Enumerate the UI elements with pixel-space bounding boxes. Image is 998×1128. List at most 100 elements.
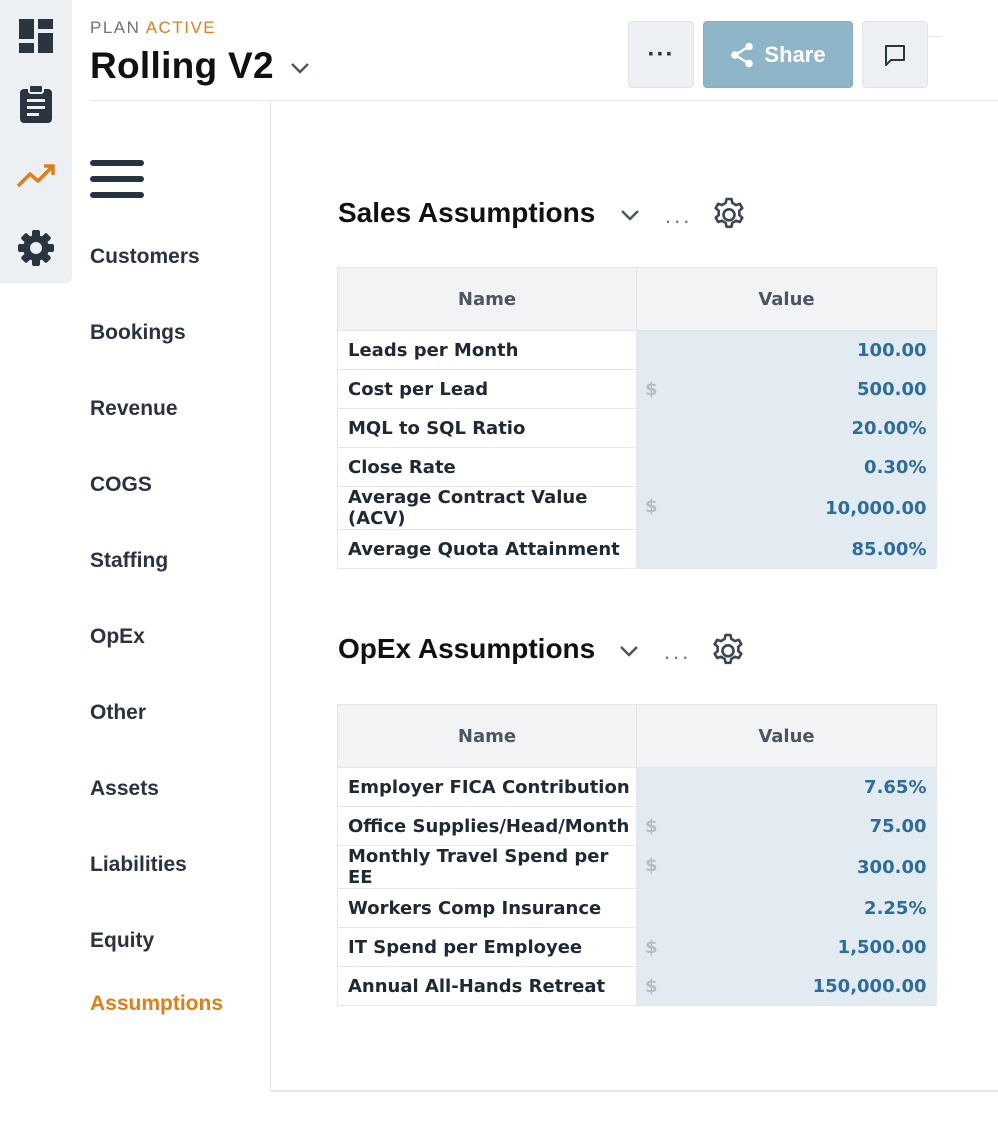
sidebar-item-customers[interactable]: Customers (90, 245, 200, 268)
row-name: Monthly Travel Spend per EE (337, 845, 637, 889)
sales-settings-gear-icon[interactable] (711, 197, 747, 233)
table-row: Average Contract Value (ACV) $10,000.00 (337, 486, 937, 530)
settings-nav-button[interactable] (0, 212, 72, 284)
row-value-cell[interactable]: $300.00 (636, 845, 937, 889)
row-value-cell[interactable]: $150,000.00 (636, 966, 937, 1006)
table-row: Average Quota Attainment 85.00% (337, 529, 937, 569)
row-value-cell[interactable]: $75.00 (636, 806, 937, 846)
row-value-cell[interactable]: 100.00 (636, 330, 937, 370)
sidebar-item-cogs[interactable]: COGS (90, 473, 152, 496)
row-name: Close Rate (337, 447, 637, 487)
table-row: Close Rate 0.30% (337, 447, 937, 487)
row-name: Average Quota Attainment (337, 529, 637, 569)
comment-icon (885, 44, 905, 66)
row-name: Leads per Month (337, 330, 637, 370)
table-row: Cost per Lead $500.00 (337, 369, 937, 409)
row-name: IT Spend per Employee (337, 927, 637, 967)
comments-button[interactable] (862, 21, 928, 88)
row-value: 7.65% (864, 776, 927, 798)
header-divider-top (928, 36, 942, 37)
sales-assumptions-table: Name Value Leads per Month 100.00 Cost p… (337, 267, 937, 569)
table-row: Monthly Travel Spend per EE $300.00 (337, 845, 937, 889)
opex-collapse-button[interactable] (617, 641, 641, 661)
row-value-cell[interactable]: $500.00 (636, 369, 937, 409)
currency-symbol: $ (645, 937, 658, 958)
table-row: Employer FICA Contribution 7.65% (337, 767, 937, 807)
opex-settings-gear-icon[interactable] (710, 633, 746, 669)
row-value: 1,500.00 (837, 936, 927, 958)
value-column-header[interactable]: Value (636, 267, 937, 331)
value-column-header[interactable]: Value (636, 704, 937, 768)
sidebar-item-assets[interactable]: Assets (90, 777, 159, 800)
sidebar-item-other[interactable]: Other (90, 701, 147, 724)
table-row: Workers Comp Insurance 2.25% (337, 888, 937, 928)
sidebar-item-staffing[interactable]: Staffing (90, 549, 169, 572)
plan-status-label: PLAN ACTIVE (90, 18, 216, 38)
row-value-cell[interactable]: 0.30% (636, 447, 937, 487)
currency-symbol: $ (645, 816, 658, 837)
row-name: Cost per Lead (337, 369, 637, 409)
chevron-down-icon (291, 63, 309, 74)
header-divider (90, 100, 998, 101)
sales-collapse-button[interactable] (618, 205, 642, 225)
name-column-header[interactable]: Name (337, 704, 637, 768)
row-value-cell[interactable]: 85.00% (636, 529, 937, 569)
table-header-row: Name Value (337, 267, 937, 331)
clipboard-icon (20, 84, 52, 123)
sidebar-item-assumptions[interactable]: Assumptions (90, 992, 224, 1015)
table-row: Annual All-Hands Retreat $150,000.00 (337, 966, 937, 1006)
row-name: MQL to SQL Ratio (337, 408, 637, 448)
chevron-down-icon (620, 646, 638, 657)
row-value-cell[interactable]: 2.25% (636, 888, 937, 928)
hamburger-icon (90, 160, 144, 166)
row-value: 2.25% (864, 897, 927, 919)
row-name: Average Contract Value (ACV) (337, 486, 637, 530)
row-value: 150,000.00 (812, 975, 927, 997)
row-name: Office Supplies/Head/Month (337, 806, 637, 846)
plan-switcher-button[interactable] (288, 58, 312, 78)
clipboard-nav-button[interactable] (0, 68, 72, 140)
sidebar-item-opex[interactable]: OpEx (90, 625, 145, 648)
currency-symbol: $ (645, 496, 658, 517)
row-value: 100.00 (857, 339, 927, 361)
plan-label: PLAN (90, 18, 141, 37)
row-name: Workers Comp Insurance (337, 888, 637, 928)
content-bottom-border (270, 1090, 998, 1092)
opex-assumptions-title: OpEx Assumptions (338, 633, 596, 664)
row-value: 0.30% (864, 456, 927, 478)
row-value-cell[interactable]: $1,500.00 (636, 927, 937, 967)
gear-icon (18, 230, 54, 266)
opex-assumptions-table: Name Value Employer FICA Contribution 7.… (337, 704, 937, 1006)
table-row: MQL to SQL Ratio 20.00% (337, 408, 937, 448)
more-options-label: ··· (647, 40, 675, 68)
sales-more-button[interactable]: ... (665, 203, 693, 228)
table-row: IT Spend per Employee $1,500.00 (337, 927, 937, 967)
name-column-header[interactable]: Name (337, 267, 637, 331)
menu-toggle-button[interactable] (90, 160, 144, 200)
opex-more-button[interactable]: ... (664, 639, 692, 664)
currency-symbol: $ (645, 855, 658, 876)
row-value: 10,000.00 (825, 497, 927, 519)
row-value-cell[interactable]: $10,000.00 (636, 486, 937, 530)
row-value: 500.00 (857, 378, 927, 400)
share-button[interactable]: Share (703, 21, 853, 88)
row-value-cell[interactable]: 20.00% (636, 408, 937, 448)
chevron-down-icon (621, 210, 639, 221)
row-value-cell[interactable]: 7.65% (636, 767, 937, 807)
share-icon (731, 42, 754, 67)
row-value: 300.00 (857, 856, 927, 878)
sidebar-item-liabilities[interactable]: Liabilities (90, 853, 187, 876)
trending-nav-button[interactable] (0, 140, 72, 212)
sidebar-divider (270, 101, 271, 1091)
sidebar-item-equity[interactable]: Equity (90, 929, 155, 952)
sidebar-item-bookings[interactable]: Bookings (90, 321, 186, 344)
more-options-button[interactable]: ··· (628, 21, 694, 88)
page-title: Rolling V2 (90, 45, 274, 86)
sidebar-item-revenue[interactable]: Revenue (90, 397, 178, 420)
plan-status: ACTIVE (145, 18, 217, 37)
row-name: Annual All-Hands Retreat (337, 966, 637, 1006)
dashboard-nav-button[interactable] (0, 0, 72, 72)
sales-assumptions-title: Sales Assumptions (338, 197, 596, 228)
table-row: Leads per Month 100.00 (337, 330, 937, 370)
dashboard-icon (19, 19, 53, 53)
